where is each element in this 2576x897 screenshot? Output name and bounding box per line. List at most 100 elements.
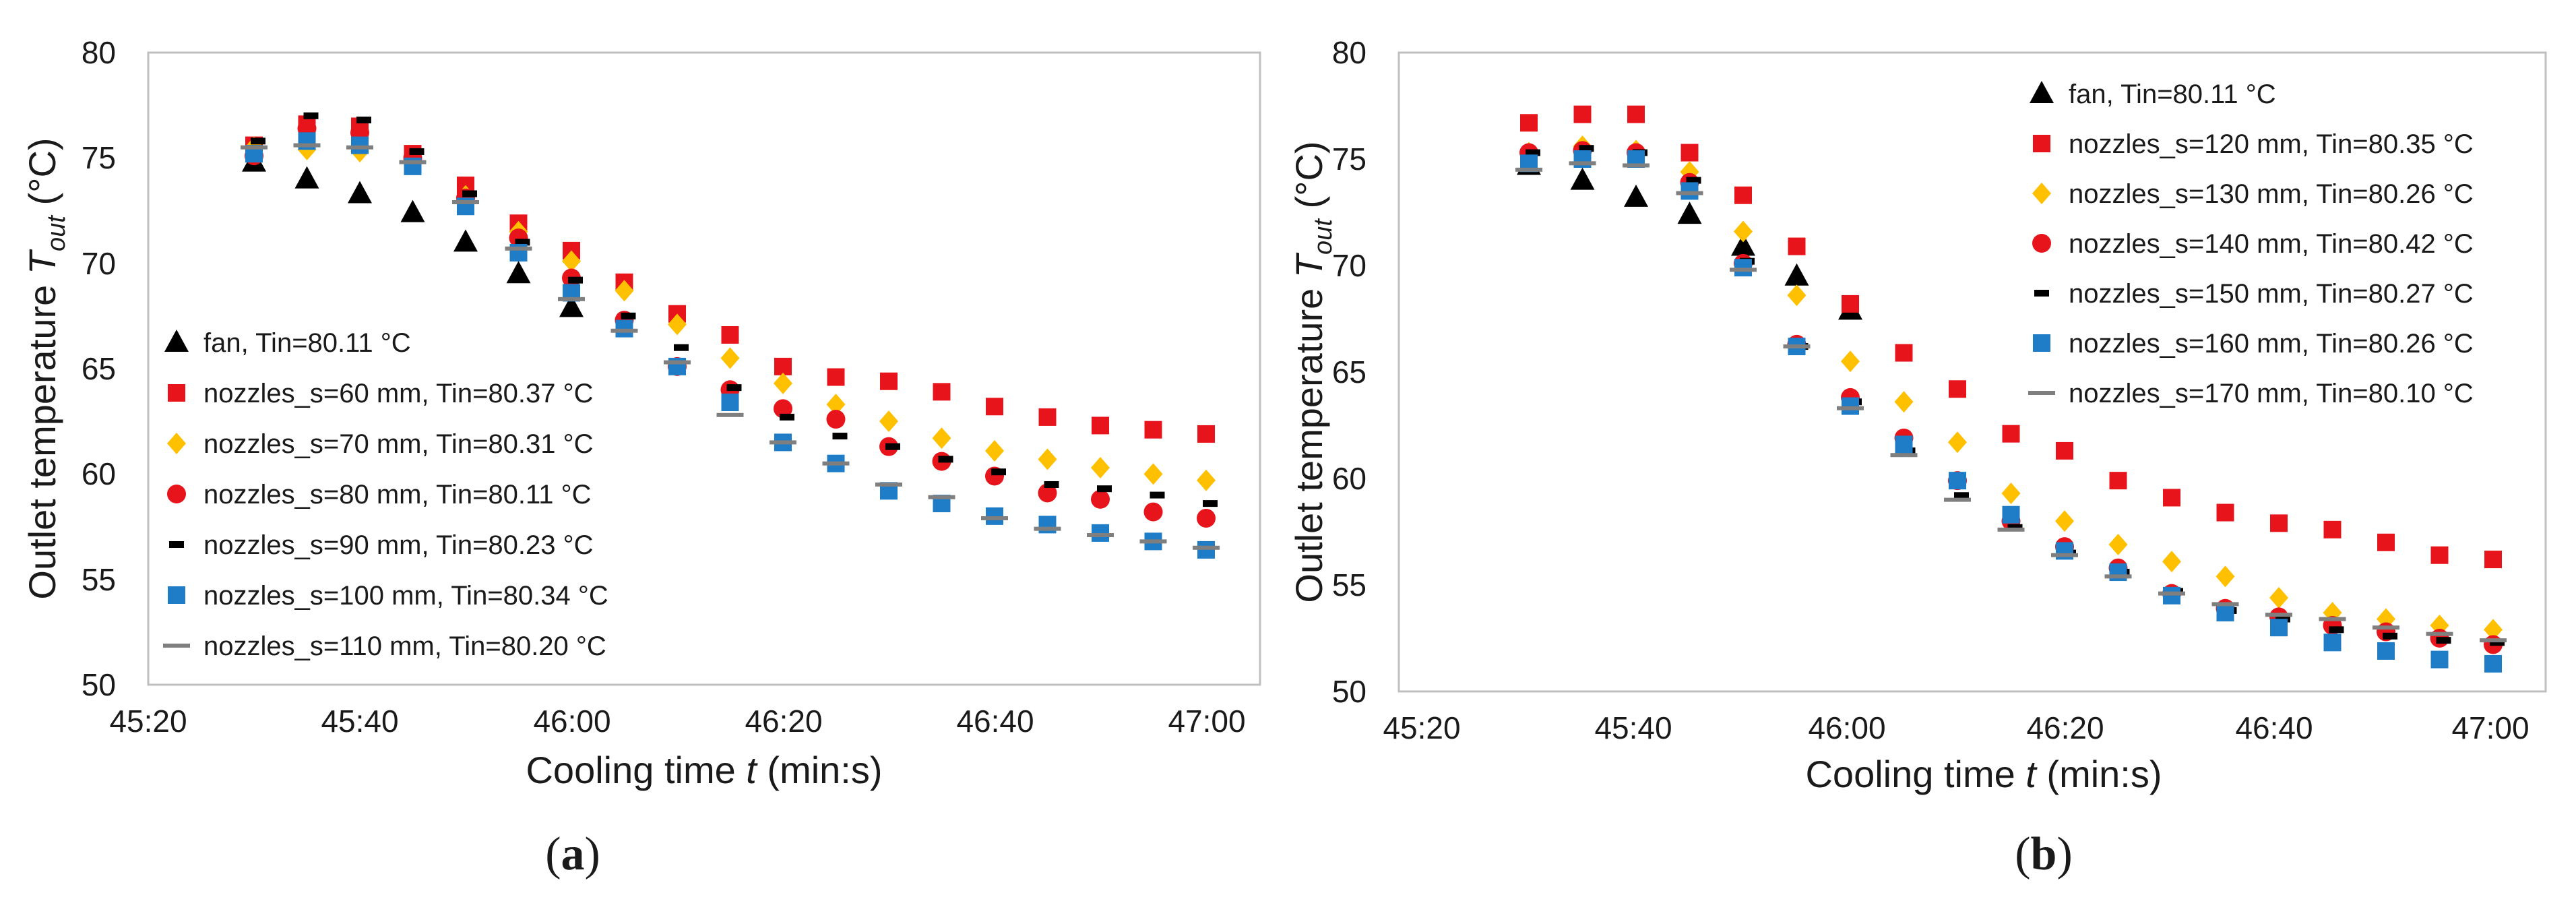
- x-tick-label: 46:40: [956, 704, 1034, 739]
- data-point: [664, 360, 691, 365]
- legend-marker: [167, 485, 186, 503]
- data-point: [2430, 650, 2449, 669]
- x-tick-labels: 45:20 45:40 46:00 46:20 46:40 47:00: [1383, 710, 2529, 745]
- legend-marker: [2028, 391, 2055, 395]
- data-point: [1890, 453, 1918, 458]
- data-point: [985, 439, 1004, 462]
- data-point: [1949, 472, 1966, 490]
- legend-marker: [169, 541, 184, 548]
- legend-marker: [167, 433, 186, 454]
- x-tick-label: 45:20: [109, 704, 187, 739]
- data-point: [1526, 149, 1540, 156]
- legend-entry-label: nozzles_s=170 mm, Tin=80.10 °C: [2069, 379, 2474, 408]
- data-point: [294, 166, 319, 189]
- data-point: [1895, 435, 1913, 454]
- y-tick-label: 55: [1332, 567, 1366, 602]
- legend-entry-label: nozzles_s=90 mm, Tin=80.23 °C: [203, 530, 594, 560]
- x-tick-label: 47:00: [1168, 704, 1245, 739]
- legend-entry-label: nozzles_s=120 mm, Tin=80.35 °C: [2069, 129, 2474, 159]
- y-tick-label: 65: [82, 351, 116, 386]
- data-point: [774, 357, 792, 375]
- legend-symbol: [2032, 183, 2051, 204]
- legend-symbol: [2028, 391, 2055, 395]
- data-point: [826, 394, 846, 416]
- data-point: [726, 384, 742, 392]
- data-point: [1784, 263, 1809, 286]
- data-point: [1837, 406, 1864, 410]
- x-tick-label: 46:20: [745, 704, 822, 739]
- y-tick-label: 55: [82, 562, 116, 597]
- legend-entry-label: nozzles_s=60 mm, Tin=80.37 °C: [203, 379, 594, 408]
- y-tick-label: 70: [82, 246, 116, 281]
- data-point: [1680, 182, 1699, 200]
- data-point: [1515, 167, 1542, 172]
- legend-marker: [163, 644, 190, 648]
- data-point: [2265, 613, 2292, 617]
- data-point: [399, 160, 427, 164]
- data-point: [2158, 591, 2185, 596]
- data-point: [1623, 163, 1650, 168]
- legend-entry-label: fan, Tin=80.11 °C: [2069, 80, 2276, 109]
- data-point: [351, 136, 369, 154]
- data-point: [2490, 639, 2505, 646]
- data-point: [774, 372, 792, 394]
- data-point: [1097, 485, 1112, 493]
- legend-symbol: [2032, 234, 2051, 253]
- data-point: [2426, 631, 2453, 636]
- legend-symbol: [2030, 81, 2054, 103]
- legend-symbol: [168, 586, 185, 604]
- data-point: [559, 295, 584, 317]
- data-point: [716, 412, 744, 417]
- data-point: [615, 319, 633, 338]
- legend-symbol: [2033, 334, 2050, 352]
- data-point: [774, 399, 792, 419]
- data-point: [1203, 500, 1218, 507]
- data-point: [1948, 431, 1967, 454]
- data-point: [928, 495, 955, 499]
- data-point: [668, 313, 687, 336]
- x-tick-label: 46:40: [2235, 710, 2313, 745]
- data-point: [2484, 654, 2502, 673]
- legend-symbol: [167, 485, 186, 503]
- x-tick-label: 45:40: [321, 704, 398, 739]
- legend-marker: [2034, 290, 2049, 297]
- legend: fan, Tin=80.11 °C nozzles_s=60 mm, Tin=8…: [163, 328, 608, 661]
- data-point: [1686, 177, 1701, 184]
- x-tick-label: 46:20: [2026, 710, 2104, 745]
- y-tick-label: 60: [1332, 461, 1366, 496]
- data-point: [826, 410, 846, 429]
- data-point: [2002, 505, 2020, 524]
- data-point: [1197, 425, 1215, 443]
- data-point: [1579, 145, 1594, 152]
- y-axis-title: Outlet temperature Tout (°C): [1288, 141, 1338, 602]
- data-point: [615, 280, 634, 302]
- data-point: [1038, 448, 1057, 470]
- data-point: [251, 137, 265, 145]
- series-7: [241, 143, 1220, 550]
- data-point: [1092, 524, 1109, 542]
- data-point: [2436, 637, 2451, 644]
- data-point: [2163, 489, 2180, 507]
- data-point: [2104, 574, 2132, 579]
- data-point: [1730, 268, 1757, 272]
- data-point: [2056, 441, 2073, 460]
- legend-entry-label: nozzles_s=140 mm, Tin=80.42 °C: [2069, 229, 2474, 259]
- data-point: [1788, 237, 1806, 255]
- data-point: [1569, 161, 1596, 166]
- data-point: [610, 328, 638, 333]
- data-point: [1842, 295, 1859, 313]
- y-tick-labels: 50 55 60 65 70 75 80: [1332, 35, 1366, 709]
- data-point: [1677, 202, 1702, 224]
- data-point: [400, 199, 425, 222]
- data-point: [1034, 526, 1061, 531]
- data-point: [1193, 545, 1220, 550]
- data-point: [346, 145, 373, 150]
- data-point: [932, 427, 951, 450]
- data-point: [2480, 638, 2507, 643]
- x-tick-label: 45:40: [1594, 710, 1672, 745]
- y-tick-label: 60: [82, 456, 116, 491]
- legend-marker: [168, 586, 185, 604]
- data-point: [452, 199, 479, 204]
- data-point: [827, 368, 845, 386]
